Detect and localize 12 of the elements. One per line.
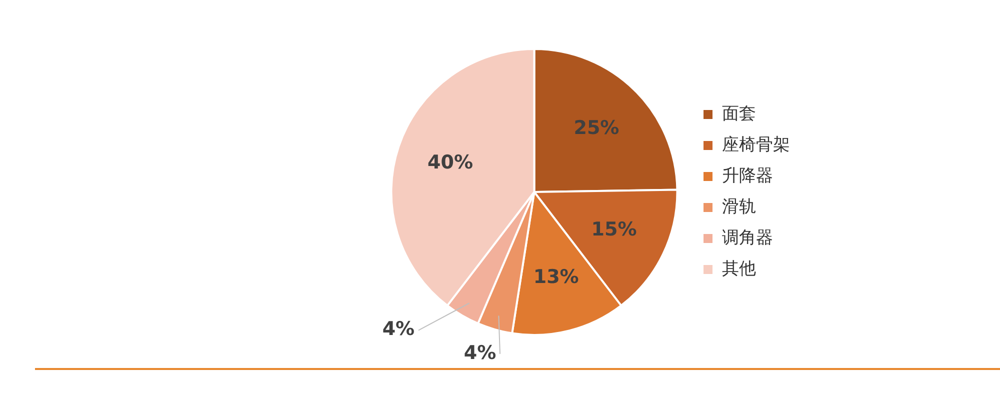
legend-label: 其他 [722,258,756,279]
data-label: 15% [591,218,637,241]
legend-label: 调角器 [722,228,773,248]
data-label: 13% [533,266,579,288]
data-label: 4% [464,342,496,364]
legend-label: 座椅骨架 [722,134,790,155]
legend-label: 面套 [722,104,756,124]
legend-label: 升降器 [722,166,773,186]
data-label: 4% [382,318,415,340]
legend-label: 滑轨 [722,196,756,217]
data-label: 40% [428,151,474,174]
data-label: 25% [574,116,620,139]
